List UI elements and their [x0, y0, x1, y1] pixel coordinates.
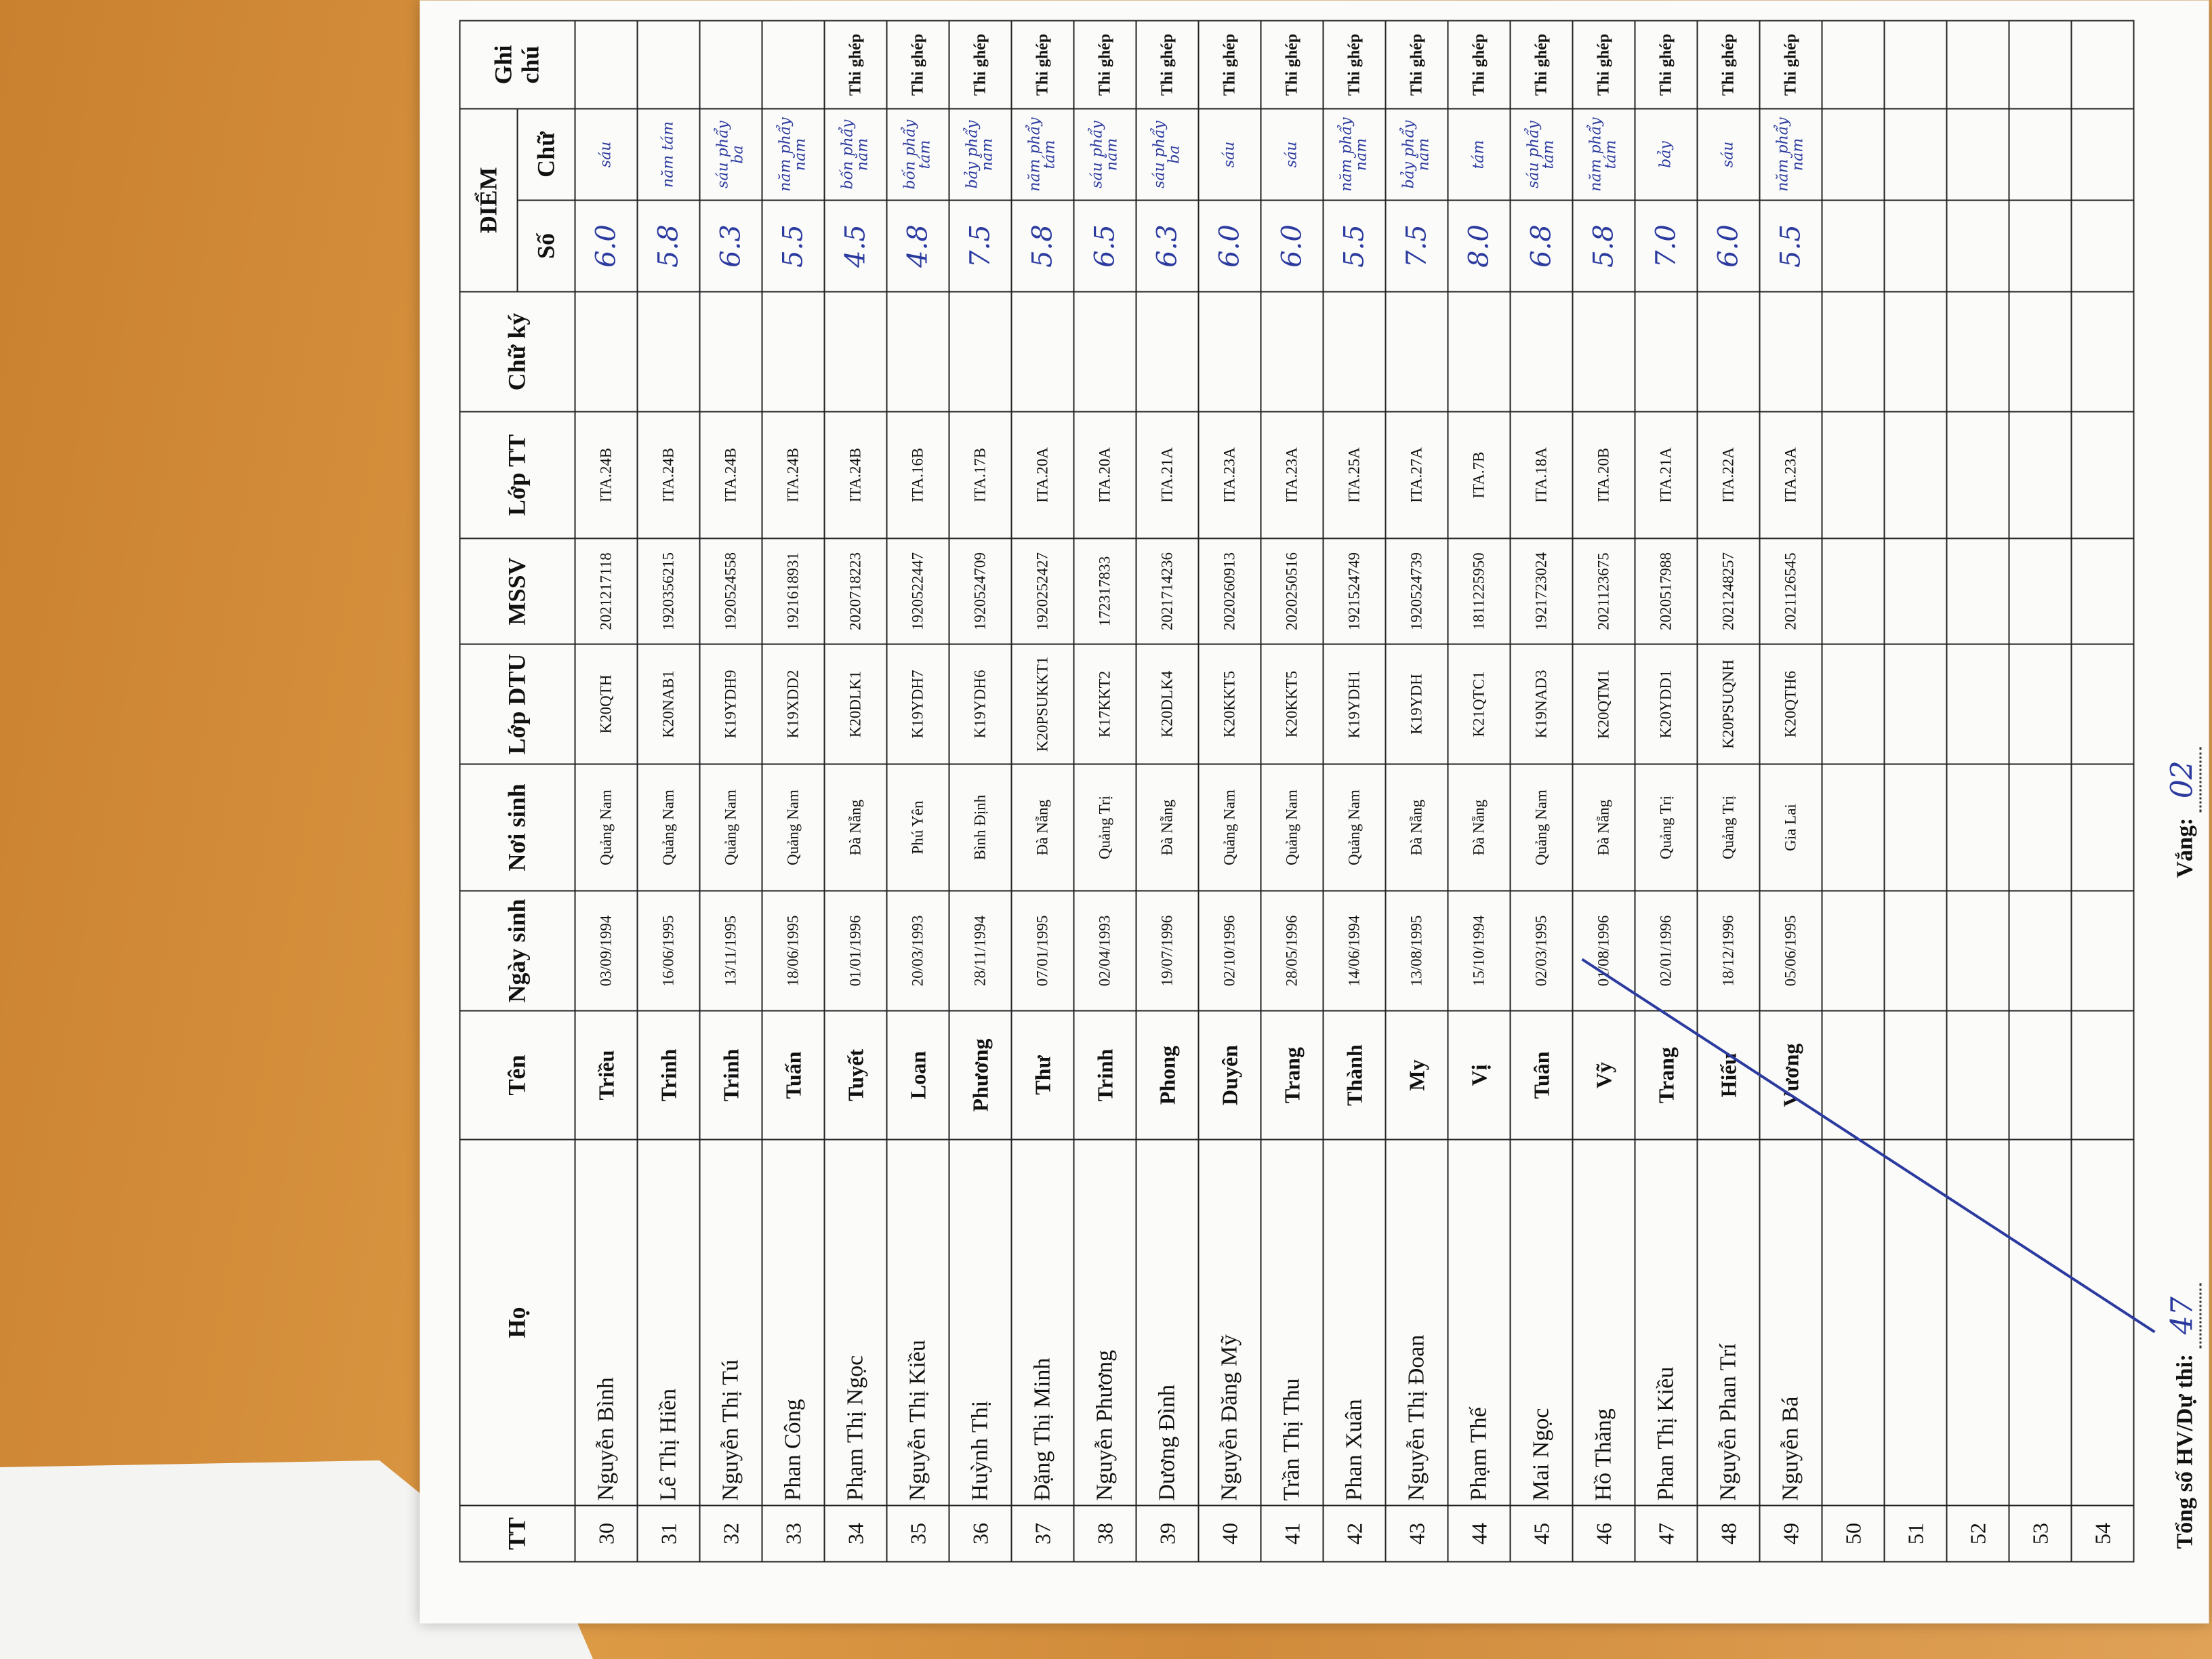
total-value: 47 — [2165, 1283, 2202, 1349]
pen-stroke — [1581, 958, 2156, 1334]
paper: TT Họ Tên Ngày sinh Nơi sinh Lớp DTU MSS… — [419, 0, 2209, 1624]
absent-line: Vắng: 02 — [2165, 747, 2202, 878]
absent-label: Vắng: — [2172, 817, 2198, 878]
strike-line — [1581, 958, 2156, 1334]
absent-value: 02 — [2165, 747, 2202, 813]
total-label: Tổng số HV/Dự thi: — [2172, 1353, 2198, 1549]
total-line: Tổng số HV/Dự thi: 47 — [2165, 1283, 2202, 1549]
